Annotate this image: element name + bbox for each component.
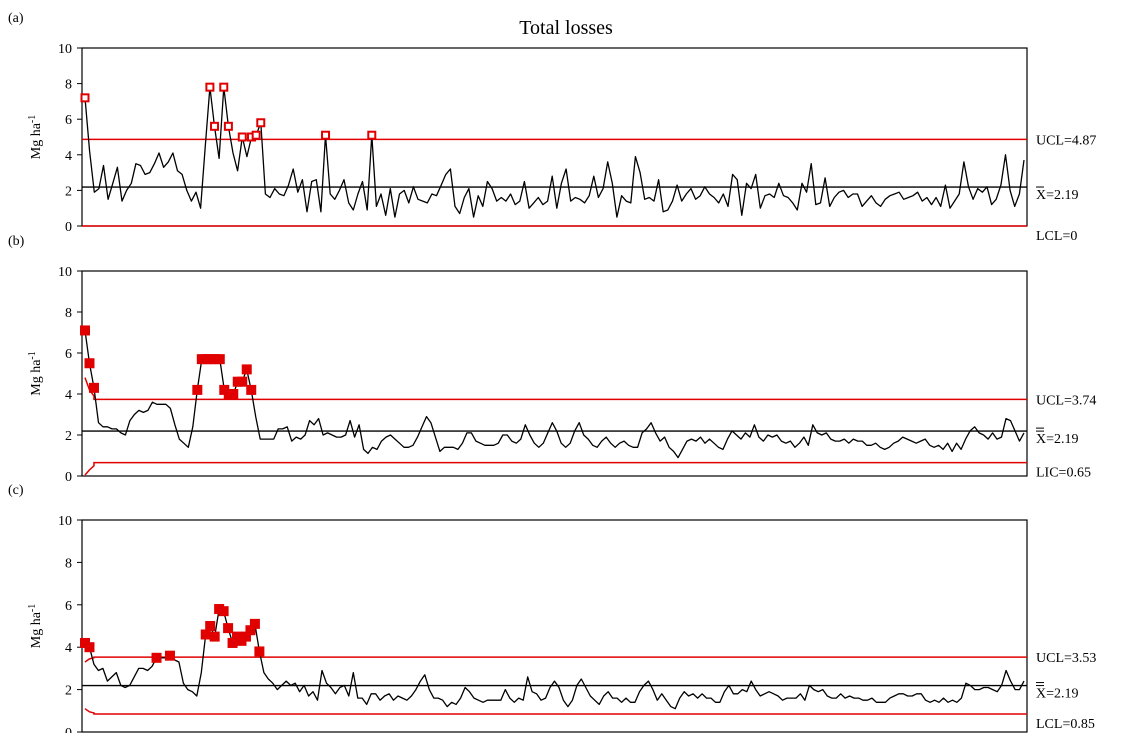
y-tick-label: 0 (65, 220, 72, 235)
out-of-control-point (367, 130, 377, 140)
out-of-control-point (84, 358, 95, 369)
out-of-control-point (219, 82, 229, 92)
y-tick-label: 8 (65, 306, 72, 321)
out-of-control-point (246, 384, 257, 395)
out-of-control-point (192, 384, 203, 395)
out-of-control-point (88, 382, 99, 393)
y-axis-label: Mg ha-1 (27, 351, 45, 396)
figure-title: Total losses (519, 17, 613, 39)
out-of-control-point (228, 389, 239, 399)
lcl-line (84, 708, 1027, 715)
data-series-line (84, 86, 1025, 218)
out-of-control-point (251, 130, 261, 140)
ucl-label: UCL=3.53 (1036, 651, 1096, 666)
out-of-control-point (80, 93, 90, 103)
out-of-control-point (254, 646, 265, 657)
out-of-control-point (321, 130, 331, 140)
y-axis-label: Mg ha-1 (27, 115, 45, 160)
y-tick-label: 2 (65, 429, 72, 444)
y-tick-label: 6 (65, 599, 72, 614)
center-label: X=2.19 (1036, 188, 1079, 203)
plot-frame (81, 270, 1028, 477)
y-tick-label: 4 (65, 388, 72, 403)
lcl-label: LCL=0.85 (1036, 717, 1095, 732)
out-of-control-point (249, 618, 260, 629)
y-tick-label: 2 (65, 184, 72, 199)
ucl-line (84, 377, 1027, 401)
y-axis-label: Mg ha-1 (27, 604, 45, 649)
out-of-control-point (205, 82, 215, 92)
lcl-label: LCL=0 (1036, 229, 1077, 244)
ucl-label: UCL=4.87 (1036, 133, 1096, 148)
out-of-control-point (218, 606, 229, 617)
lcl-line (84, 461, 1027, 476)
lcl-label: LIC=0.65 (1036, 466, 1091, 481)
out-of-control-point (80, 325, 90, 336)
out-of-control-point (164, 650, 175, 661)
y-tick-label: 6 (65, 347, 72, 362)
out-of-control-point (214, 354, 225, 365)
out-of-control-point (223, 623, 234, 634)
ucl-line (84, 656, 1027, 663)
y-tick-label: 6 (65, 113, 72, 128)
y-tick-label: 10 (58, 42, 72, 57)
center-label: X=2.19 (1036, 432, 1079, 447)
y-tick-label: 0 (65, 470, 72, 485)
chart-panel-2: (b) 0 2 4 6 8 10 Mg ha-1 UCL=3.74 X=2.19 LIC=0.65 (8, 234, 1096, 485)
chart-panel-3: (c) 0 2 4 6 8 10 Mg ha-1 UCL=3.53 X=2.19 LCL=0.85 (8, 483, 1096, 733)
out-of-control-point (223, 121, 233, 131)
ucl-label: UCL=3.74 (1036, 393, 1096, 408)
y-tick-label: 0 (65, 726, 72, 733)
y-tick-label: 4 (65, 149, 72, 164)
out-of-control-point (151, 652, 162, 663)
y-tick-label: 2 (65, 684, 72, 699)
out-of-control-point (200, 629, 211, 640)
y-tick-label: 10 (58, 514, 72, 529)
out-of-control-point (256, 118, 266, 128)
out-of-control-point (241, 364, 252, 375)
out-of-control-point (210, 121, 220, 131)
panel-label: (c) (8, 483, 24, 498)
out-of-control-point (237, 376, 248, 387)
chart-panel-1: (a) 0 2 4 6 8 10 Mg ha-1 UCL=4.87 X=2.19 LCL=0 (8, 11, 1096, 244)
center-label: X=2.19 (1036, 687, 1079, 702)
out-of-control-point (84, 642, 95, 653)
y-tick-label: 4 (65, 641, 72, 656)
out-of-control-point (205, 621, 216, 631)
y-tick-label: 8 (65, 556, 72, 571)
y-tick-label: 8 (65, 78, 72, 93)
y-tick-label: 10 (58, 265, 72, 280)
plot-frame (81, 519, 1028, 733)
panel-label: (a) (8, 11, 24, 26)
out-of-control-point (237, 132, 247, 142)
out-of-control-point (209, 631, 220, 642)
panel-label: (b) (8, 234, 25, 249)
